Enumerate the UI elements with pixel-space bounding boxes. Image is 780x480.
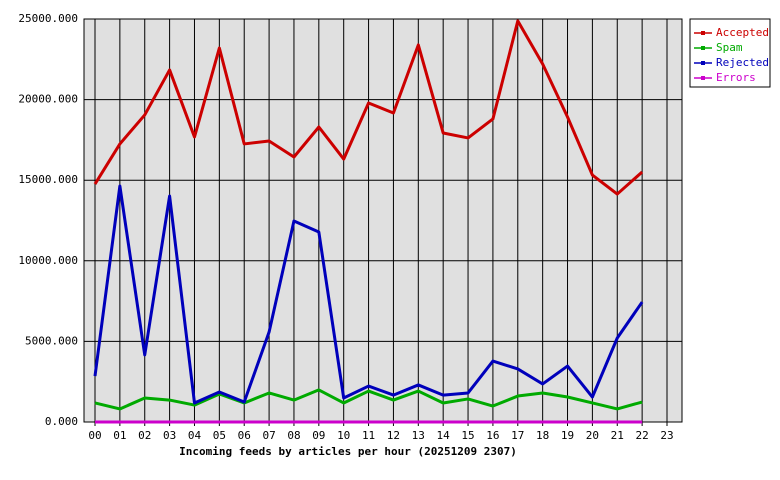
x-tick-label: 05	[213, 429, 226, 442]
legend-label: Spam	[716, 41, 743, 54]
x-tick-label: 04	[188, 429, 202, 442]
x-tick-label: 11	[362, 429, 375, 442]
x-tick-label: 01	[113, 429, 126, 442]
x-tick-label: 18	[536, 429, 549, 442]
x-tick-label: 08	[287, 429, 300, 442]
x-axis-label: Incoming feeds by articles per hour (202…	[179, 445, 517, 458]
legend-marker	[701, 31, 705, 35]
y-tick-label: 5000.000	[25, 334, 78, 347]
series-line	[93, 184, 644, 405]
series-line	[94, 388, 643, 411]
x-tick-label: 15	[461, 429, 474, 442]
x-tick-label: 16	[486, 429, 499, 442]
legend-marker	[701, 76, 705, 80]
legend-label: Errors	[716, 71, 756, 84]
legend-label: Rejected	[716, 56, 769, 69]
y-tick-label: 15000.000	[18, 173, 78, 186]
x-tick-label: 09	[312, 429, 325, 442]
x-tick-label: 02	[138, 429, 151, 442]
y-tick-label: 25000.000	[18, 12, 78, 25]
x-tick-label: 10	[337, 429, 350, 442]
series-line	[93, 19, 644, 196]
y-tick-label: 20000.000	[18, 93, 78, 106]
x-tick-label: 03	[163, 429, 176, 442]
y-tick-label: 0.000	[45, 415, 78, 428]
x-tick-label: 20	[586, 429, 599, 442]
x-tick-label: 23	[660, 429, 673, 442]
x-tick-label: 17	[511, 429, 524, 442]
x-tick-label: 07	[262, 429, 275, 442]
y-tick-label: 10000.000	[18, 254, 78, 267]
x-tick-label: 06	[238, 429, 251, 442]
legend-marker	[701, 61, 705, 65]
x-tick-label: 12	[387, 429, 400, 442]
plot-area	[83, 18, 683, 423]
x-tick-label: 21	[611, 429, 624, 442]
x-tick-label: 14	[437, 429, 451, 442]
legend-label: Accepted	[716, 26, 769, 39]
legend	[689, 18, 771, 88]
legend-marker	[701, 46, 705, 50]
x-tick-label: 00	[88, 429, 101, 442]
x-tick-label: 22	[636, 429, 649, 442]
x-tick-label: 13	[412, 429, 425, 442]
x-tick-label: 19	[561, 429, 574, 442]
